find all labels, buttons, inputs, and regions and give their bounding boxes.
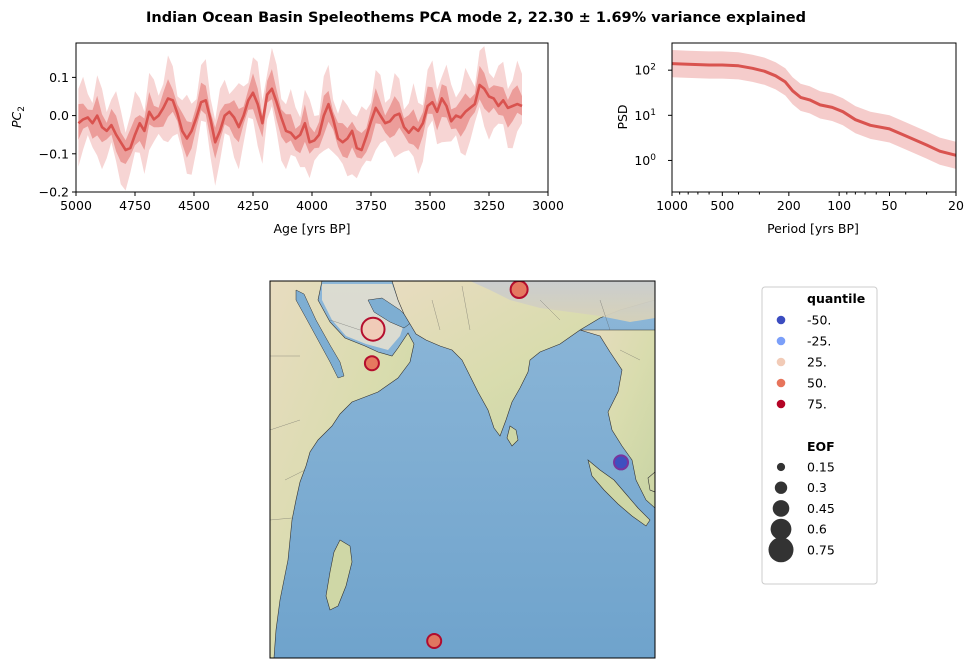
legend-eof-label: 0.15 [807, 460, 835, 475]
psd-axes-frame [671, 42, 957, 193]
map-panel [270, 281, 655, 658]
legend-quantile-marker [776, 315, 786, 325]
pc-median-line [77, 83, 523, 152]
legend-box [761, 286, 878, 585]
psd-x-tick-label: 200 [777, 198, 801, 213]
map-land-south-asia [391, 281, 655, 437]
psd-x-tick-label: 100 [827, 198, 851, 213]
legend-quantile-label: -50. [807, 313, 831, 328]
psd-x-tick-label: 50 [882, 198, 898, 213]
psd-x-axis-label: Period [yrs BP] [767, 221, 859, 236]
psd-x-tick-label: 500 [710, 198, 734, 213]
map-borders [270, 285, 641, 521]
pc-y-axis-label: PC2 [9, 106, 27, 128]
legend-eof-marker [770, 518, 792, 540]
map-site-marker [426, 632, 443, 649]
legend: quantile -50.-25.25.50.75. EOF 0.150.30.… [761, 286, 878, 585]
pc-y-axis-label-main: PC [9, 111, 24, 128]
legend-eof-label: 0.6 [807, 522, 827, 537]
pc-x-tick-label: 4000 [296, 198, 328, 213]
map-frame [269, 280, 656, 659]
pc-uncertainty-bands [78, 46, 523, 191]
legend-quantile-marker [776, 399, 786, 409]
pc-y-tick-label: 0.0 [49, 108, 69, 123]
pc-x-tick-label: 3250 [473, 198, 505, 213]
legend-quantile-marker [776, 378, 786, 388]
legend-eof-entries: 0.15 0.3 0.45 0.6 0.75 [768, 460, 835, 563]
pc-y-axis-label-sub: 2 [17, 106, 27, 112]
map-land-se-asia [579, 329, 655, 509]
psd-y-tick-label: 101 [634, 108, 656, 123]
legend-quantile-marker [776, 336, 786, 346]
legend-eof-marker [774, 481, 788, 494]
psd-x-ticks: 1000 500 200 100 50 20 [656, 192, 964, 213]
pc-x-tick-label: 4500 [178, 198, 210, 213]
map-land-sri-lanka [506, 425, 519, 447]
legend-quantile-label: 75. [807, 397, 827, 412]
legend-eof-label: 0.75 [807, 542, 835, 557]
map-site-marker [360, 316, 386, 342]
map-land-borneo [647, 471, 655, 493]
map-land-sumatra [587, 459, 651, 527]
map-land-madagascar [325, 539, 353, 611]
psd-y-tick-exponent: 2 [650, 63, 656, 73]
psd-y-tick-exponent: 0 [650, 153, 656, 163]
legend-quantile-label: -25. [807, 334, 831, 349]
pc-x-axis-label: Age [yrs BP] [273, 221, 350, 236]
map-site-marker [509, 281, 529, 300]
pc-y-tick-label: −0.2 [39, 185, 69, 200]
legend-quantile-entries: -50. -25. 25. 50. 75. [776, 313, 831, 412]
psd-y-tick-label: 102 [634, 63, 656, 78]
psd-line [671, 62, 957, 157]
psd-uncertainty-band [672, 50, 956, 169]
pc-inner-band [78, 65, 523, 164]
pc-y-tick-label: −0.1 [39, 146, 69, 161]
pc-x-tick-label: 4250 [237, 198, 269, 213]
psd-y-tick-exponent: 1 [650, 108, 656, 118]
pc-x-ticks: 5000 4750 4500 4250 4000 3750 3500 3250 3000 [60, 192, 564, 213]
psd-x-tick-label: 20 [948, 198, 964, 213]
psd-line-path [671, 62, 957, 157]
legend-quantile-marker [776, 357, 786, 367]
legend-eof-title: EOF [807, 439, 835, 454]
legend-eof-marker [772, 500, 790, 517]
pc-outer-band [78, 46, 523, 191]
legend-quantile-label: 50. [807, 376, 827, 391]
map-site-marker [613, 454, 630, 471]
psd-y-axis-label: PSD [615, 104, 630, 129]
legend-eof-label: 0.3 [807, 480, 827, 495]
pc-lines [77, 83, 523, 152]
pc-y-ticks: 0.1 0.0 −0.1 −0.2 [39, 70, 76, 200]
map-red-sea [295, 289, 345, 379]
pc-x-tick-label: 3500 [414, 198, 446, 213]
psd-band [672, 50, 956, 169]
pc-x-tick-label: 3750 [355, 198, 387, 213]
map-sites [360, 281, 630, 649]
legend-quantile-title: quantile [807, 291, 865, 306]
map-persian-gulf [367, 297, 413, 329]
legend-eof-marker [776, 462, 786, 472]
legend-eof-marker [768, 537, 794, 563]
psd-y-tick-label: 100 [634, 153, 656, 168]
map-site-marker [363, 355, 380, 372]
figure-title: Indian Ocean Basin Speleothems PCA mode … [146, 10, 806, 26]
pc-timeseries-panel: 5000 4750 4500 4250 4000 3750 3500 3250 3000 0.1… [9, 42, 564, 236]
pc-x-tick-label: 3000 [532, 198, 564, 213]
legend-eof-label: 0.45 [807, 501, 835, 516]
psd-x-tick-label: 1000 [656, 198, 688, 213]
map-land-africa-arabia [270, 281, 415, 658]
legend-quantile-label: 25. [807, 355, 827, 370]
pc-y-tick-label: 0.1 [49, 70, 69, 85]
pc-x-tick-label: 4750 [119, 198, 151, 213]
pc-x-tick-label: 5000 [60, 198, 92, 213]
